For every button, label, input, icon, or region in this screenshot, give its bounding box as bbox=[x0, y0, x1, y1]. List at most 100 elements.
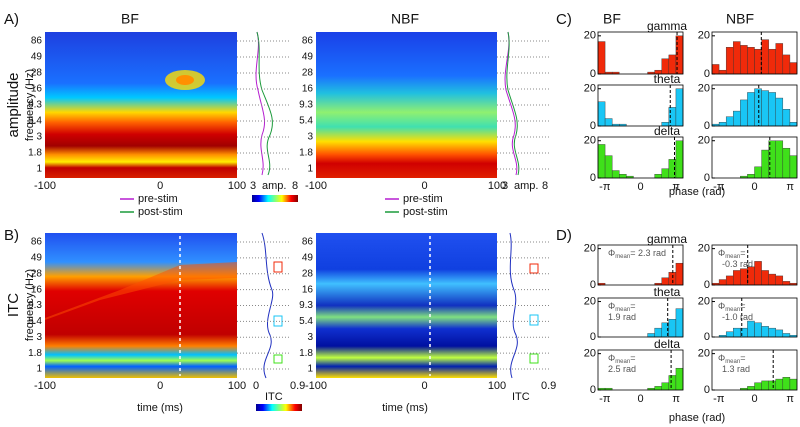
y-tick-label: 86 bbox=[302, 36, 314, 47]
outer-y-label: ITC bbox=[5, 293, 22, 317]
colorbar-label: 0.9 bbox=[541, 380, 556, 392]
hist-bar bbox=[740, 99, 748, 127]
hist-bar bbox=[725, 116, 734, 127]
y-tick-label: 5.4 bbox=[299, 116, 313, 127]
annotation-part: = bbox=[630, 301, 635, 311]
x-tick-label: -100 bbox=[34, 380, 56, 392]
hist-bar bbox=[747, 174, 755, 179]
band-label: gamma bbox=[647, 232, 687, 246]
annotation-part: 1.9 rad bbox=[608, 312, 636, 322]
band-label: theta bbox=[654, 285, 681, 299]
x-tick-label: 0 bbox=[422, 180, 428, 192]
x-tick-label: -π bbox=[713, 181, 725, 193]
y-tick-label: 16 bbox=[302, 84, 314, 95]
hist-bar bbox=[733, 41, 741, 75]
x-tick-label: π bbox=[786, 181, 794, 193]
legend-label: pre-stim bbox=[138, 193, 178, 205]
hist-bar bbox=[597, 101, 606, 127]
y-tick-label: 49 bbox=[31, 52, 43, 63]
annotation-part: mean bbox=[615, 307, 630, 313]
hist-bar bbox=[754, 382, 762, 391]
y-tick-label: 0 bbox=[590, 384, 596, 396]
x-tick-label: -100 bbox=[34, 180, 56, 192]
y-tick-label: 16 bbox=[31, 84, 43, 95]
legend-label: post-stim bbox=[138, 206, 183, 218]
colorbar-label: amp. bbox=[262, 180, 286, 192]
y-tick-label: 1.8 bbox=[28, 148, 42, 159]
hist-bar bbox=[668, 375, 677, 391]
hist-bar bbox=[782, 147, 791, 179]
hist-bar bbox=[733, 270, 741, 286]
x-tick-label: π bbox=[786, 393, 794, 405]
colorbar-label: amp. bbox=[514, 180, 538, 192]
x-tick-label: 0 bbox=[751, 181, 757, 193]
band-label: delta bbox=[654, 124, 680, 138]
axes-frame bbox=[711, 349, 798, 391]
hist-bar bbox=[718, 122, 727, 127]
hist-bar bbox=[761, 39, 769, 75]
x-tick-label: 0 bbox=[637, 181, 643, 193]
y-tick-label: 0 bbox=[704, 68, 710, 80]
hist-bar bbox=[661, 382, 670, 391]
y-tick-label: 28 bbox=[302, 268, 314, 279]
y-tick-label: 28 bbox=[31, 268, 43, 279]
hist-bar bbox=[718, 69, 727, 75]
annotation-part: = 2.3 rad bbox=[630, 248, 666, 258]
hist-bar bbox=[711, 64, 720, 75]
hist-bar bbox=[675, 367, 684, 391]
y-tick-label: 0 bbox=[704, 384, 710, 396]
hist-bar bbox=[668, 272, 677, 286]
y-tick-label: 5.4 bbox=[28, 116, 42, 127]
hist-bar bbox=[782, 109, 791, 127]
y-tick-label: 49 bbox=[302, 253, 314, 264]
hist-bar bbox=[675, 308, 684, 338]
y-tick-label: 1 bbox=[307, 164, 313, 175]
hist-bar bbox=[782, 54, 791, 75]
y-tick-label: 20 bbox=[584, 243, 596, 255]
hist-bar bbox=[747, 92, 755, 127]
y-tick-label: 86 bbox=[31, 237, 43, 248]
x-tick-label: 100 bbox=[228, 380, 246, 392]
hist-bar bbox=[782, 377, 791, 391]
y-tick-label: 49 bbox=[302, 52, 314, 63]
hist-bar bbox=[661, 277, 670, 286]
annotation-part: = bbox=[630, 353, 635, 363]
colorbar-label: 3 bbox=[502, 180, 508, 192]
hist-bar bbox=[775, 275, 784, 286]
x-tick-label: 100 bbox=[228, 180, 246, 192]
y-tick-label: 1 bbox=[36, 164, 42, 175]
colorbar-label: ITC bbox=[265, 391, 283, 403]
axes-frame bbox=[711, 297, 798, 338]
hist-bar bbox=[789, 378, 798, 391]
y-label: frequency (Hz) bbox=[24, 69, 36, 141]
hist-bar bbox=[661, 168, 670, 179]
x-tick-label: 100 bbox=[488, 180, 506, 192]
hist-bar bbox=[597, 41, 606, 75]
hist-bar bbox=[725, 47, 734, 75]
y-tick-label: 1 bbox=[36, 364, 42, 375]
hist-bar bbox=[654, 174, 662, 179]
hist-bar bbox=[725, 331, 734, 338]
colorbar bbox=[256, 404, 302, 411]
hist-bar bbox=[761, 380, 769, 391]
heatmap bbox=[316, 233, 497, 378]
hist-bar bbox=[668, 54, 677, 75]
annotation-part: mean bbox=[725, 307, 740, 313]
column-title: BF bbox=[603, 11, 621, 27]
panel-label: B) bbox=[4, 227, 19, 244]
axes-frame bbox=[597, 244, 684, 286]
y-tick-label: 28 bbox=[302, 68, 314, 79]
y-tick-label: 0 bbox=[590, 68, 596, 80]
y-tick-label: 0 bbox=[704, 172, 710, 184]
outer-y-label: amplitude bbox=[5, 72, 22, 137]
hist-bar bbox=[747, 386, 755, 391]
y-tick-label: 20 bbox=[698, 30, 710, 42]
x-tick-label: 0 bbox=[157, 380, 163, 392]
hist-bar bbox=[768, 92, 776, 127]
annotation-part: Φ bbox=[608, 353, 615, 363]
x-tick-label: 0 bbox=[637, 393, 643, 405]
panel-label: D) bbox=[556, 227, 572, 244]
axes-frame bbox=[597, 84, 684, 127]
panel-label: C) bbox=[556, 11, 572, 28]
annotation-part: = bbox=[740, 248, 745, 258]
